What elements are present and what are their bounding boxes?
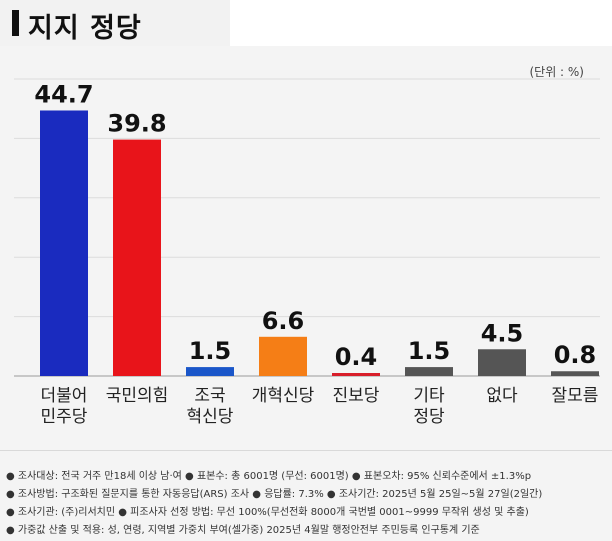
bar — [551, 371, 599, 376]
category-label: 조국 — [194, 386, 225, 406]
data-label: 6.6 — [262, 307, 305, 335]
category-label: 민주당 — [41, 407, 88, 427]
footnote-line: ● 가중값 산출 및 적용: 성, 연령, 지역별 가중치 부여(셀가중) 20… — [6, 525, 480, 536]
bar — [478, 349, 526, 376]
data-label: 44.7 — [34, 80, 93, 108]
category-label: 잘모름 — [552, 386, 599, 406]
bar — [186, 367, 234, 376]
footnote-line: ● 조사방법: 구조화된 질문지를 통한 자동응답(ARS) 조사 ● 응답률:… — [6, 489, 543, 500]
bar — [113, 139, 161, 376]
category-label: 정당 — [413, 407, 445, 427]
bar — [332, 373, 380, 376]
category-label: 혁신당 — [187, 407, 234, 427]
bar — [40, 110, 88, 377]
footnote-line: ● 조사대상: 전국 거주 만18세 이상 남·여 ● 표본수: 총 6001명… — [6, 471, 532, 482]
category-label: 더불어 — [41, 386, 88, 406]
footnote-line: ● 조사기관: (주)리서치민 ● 피조사자 선정 방법: 무선 100%(무선… — [6, 507, 529, 518]
category-label: 개혁신당 — [252, 386, 315, 406]
data-label: 1.5 — [408, 337, 451, 365]
data-label: 0.4 — [335, 343, 378, 371]
chart-panel — [0, 46, 612, 450]
title-bar: 지지 정당 — [0, 0, 230, 46]
data-label: 4.5 — [481, 319, 524, 347]
footnotes: ● 조사대상: 전국 거주 만18세 이상 남·여 ● 표본수: 총 6001명… — [0, 450, 612, 541]
title-marker — [12, 10, 19, 36]
data-label: 39.8 — [107, 110, 166, 138]
bar — [405, 367, 453, 376]
category-label: 없다 — [486, 386, 518, 406]
data-label: 1.5 — [189, 337, 232, 365]
category-label: 기타 — [413, 386, 445, 406]
data-label: 0.8 — [554, 341, 597, 369]
bar — [259, 336, 307, 376]
category-label: 국민의힘 — [106, 386, 169, 406]
category-label: 진보당 — [333, 386, 380, 406]
unit-label: (단위 : %) — [529, 65, 584, 79]
chart-title: 지지 정당 — [28, 13, 142, 44]
